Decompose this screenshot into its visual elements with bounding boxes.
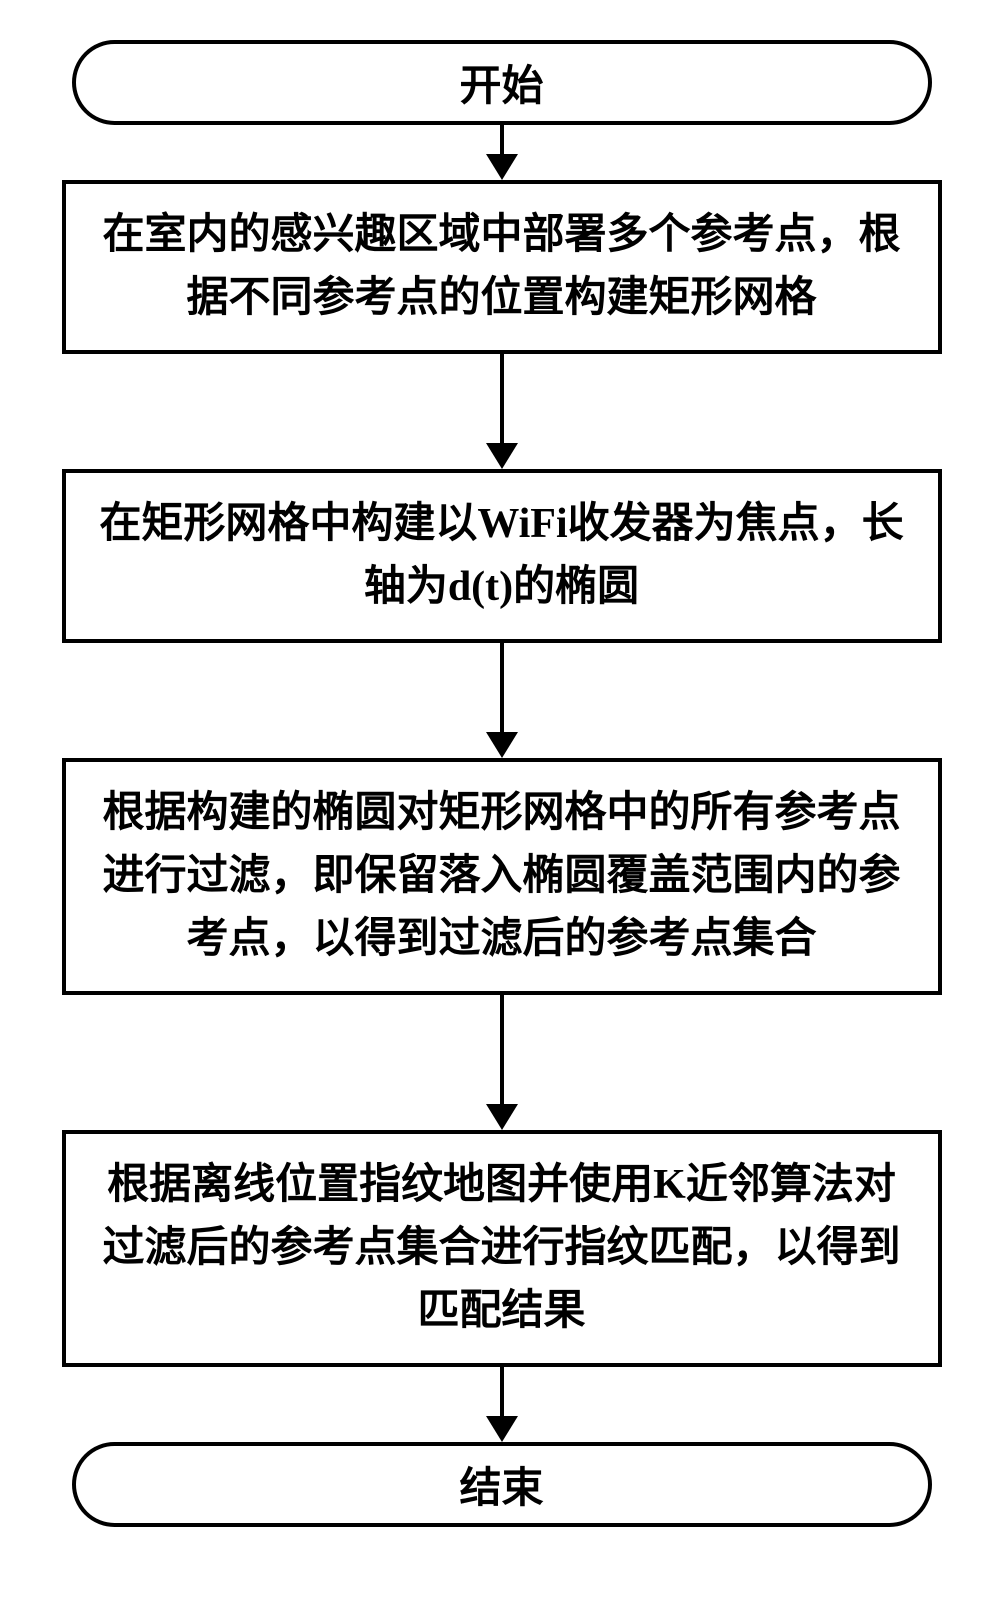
arrow-4 (486, 1367, 518, 1442)
arrow-3 (486, 995, 518, 1130)
start-node: 开始 (72, 40, 932, 125)
step3-node: 根据构建的椭圆对矩形网格中的所有参考点进行过滤，即保留落入椭圆覆盖范围内的参考点… (62, 758, 942, 995)
flowchart-container: 开始 在室内的感兴趣区域中部署多个参考点，根据不同参考点的位置构建矩形网格 在矩… (52, 40, 952, 1527)
arrow-0 (486, 125, 518, 180)
arrow-2 (486, 643, 518, 758)
step2-node: 在矩形网格中构建以WiFi收发器为焦点，长轴为d(t)的椭圆 (62, 469, 942, 643)
step1-node: 在室内的感兴趣区域中部署多个参考点，根据不同参考点的位置构建矩形网格 (62, 180, 942, 354)
end-node: 结束 (72, 1442, 932, 1527)
arrow-1 (486, 354, 518, 469)
step4-node: 根据离线位置指纹地图并使用K近邻算法对过滤后的参考点集合进行指纹匹配，以得到匹配… (62, 1130, 942, 1367)
